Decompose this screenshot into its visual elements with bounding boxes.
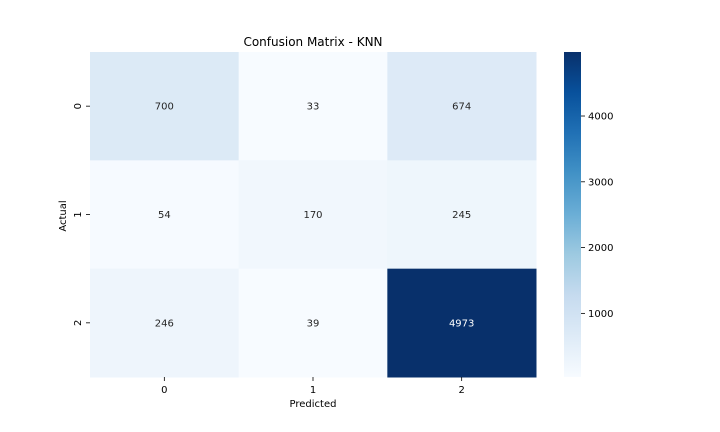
colorbar-tick-label-2: 3000 <box>588 177 613 188</box>
heatmap-cell-2-0 <box>90 268 240 378</box>
heatmap-cell-0-0 <box>90 52 240 161</box>
chart-title: Confusion Matrix - KNN <box>243 35 382 49</box>
cell-value-0-1: 33 <box>307 102 320 113</box>
heatmap-cell-1-0 <box>90 160 240 270</box>
cell-value-2-0: 246 <box>155 318 174 329</box>
colorbar <box>564 52 581 377</box>
heatmap-annotations: 700 33 674 54 170 245 246 39 4973 <box>155 102 475 330</box>
x-axis-ticks: 0 1 2 <box>161 377 465 396</box>
cell-value-0-2: 674 <box>452 102 471 113</box>
cell-value-1-2: 245 <box>452 210 471 221</box>
y-axis-label: Actual <box>58 200 69 231</box>
colorbar-tick-label-0: 1000 <box>588 309 613 320</box>
heatmap-cell-1-2 <box>387 160 537 270</box>
heatmap-cells <box>90 52 537 378</box>
cell-value-1-0: 54 <box>158 210 171 221</box>
colorbar-tick-label-3: 4000 <box>588 112 613 123</box>
x-tick-label-0: 0 <box>161 385 167 396</box>
cell-value-0-0: 700 <box>155 102 174 113</box>
y-tick-label-1: 1 <box>73 211 84 217</box>
x-tick-label-2: 2 <box>458 385 464 396</box>
y-axis-ticks: 0 1 2 <box>73 103 90 326</box>
y-tick-label-2: 2 <box>73 320 84 326</box>
cell-value-2-1: 39 <box>307 318 320 329</box>
heatmap-cell-2-1 <box>238 268 388 378</box>
heatmap-cell-0-2 <box>387 52 537 161</box>
heatmap-cell-2-2 <box>387 268 537 378</box>
heatmap-cell-1-1 <box>238 160 388 270</box>
x-axis-label: Predicted <box>290 399 337 410</box>
y-tick-label-0: 0 <box>73 103 84 109</box>
heatmap-cell-0-1 <box>238 52 388 161</box>
colorbar-ticks: 1000 2000 3000 4000 <box>581 112 613 320</box>
x-tick-label-1: 1 <box>310 385 316 396</box>
colorbar-tick-label-1: 2000 <box>588 243 613 254</box>
cell-value-2-2: 4973 <box>449 318 474 329</box>
cell-value-1-1: 170 <box>303 210 322 221</box>
